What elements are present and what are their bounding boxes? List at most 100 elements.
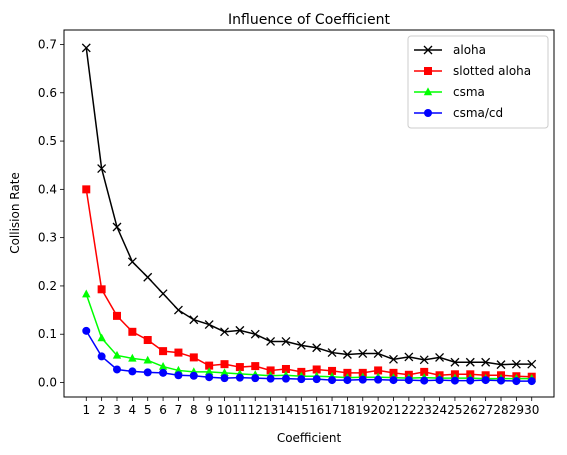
x-marker xyxy=(511,359,521,369)
x-marker xyxy=(220,327,229,337)
y-axis-label: Collision Rate xyxy=(8,172,22,254)
y-tick-label: 0.6 xyxy=(38,86,57,100)
circle-marker xyxy=(424,109,432,117)
x-tick-label: 28 xyxy=(493,403,508,417)
square-marker xyxy=(97,285,106,294)
x-tick-label: 24 xyxy=(432,403,447,417)
x-marker xyxy=(373,349,383,358)
x-marker-stroke xyxy=(511,359,521,369)
plot-area-frame xyxy=(63,29,555,398)
circle-marker xyxy=(97,352,106,361)
triangle-marker xyxy=(204,367,214,376)
x-marker-stroke xyxy=(423,45,433,55)
x-marker-stroke xyxy=(143,272,153,282)
x-marker xyxy=(173,305,183,315)
circle-marker xyxy=(281,374,290,383)
x-tick-label: 25 xyxy=(447,403,462,417)
x-marker xyxy=(358,349,368,358)
x-marker-stroke xyxy=(358,349,368,358)
x-marker xyxy=(419,355,429,365)
square-marker xyxy=(128,327,137,336)
x-marker-stroke xyxy=(327,348,337,358)
x-axis: 1 2 3 4 5 6 7 8 9 10 11 12 13 14 15 16 17 18 19 20 21 22 23 24 2… xyxy=(82,397,539,417)
circle-marker xyxy=(435,376,444,385)
square-marker xyxy=(281,364,290,373)
circle-marker xyxy=(189,371,198,380)
circle-marker xyxy=(404,376,413,385)
square-marker xyxy=(82,185,91,194)
x-marker-stroke xyxy=(112,222,122,232)
x-tick-label: 19 xyxy=(355,403,370,417)
x-marker xyxy=(527,359,537,369)
x-marker xyxy=(423,45,433,55)
y-tick-label: 0.0 xyxy=(38,376,57,390)
y-axis: 0.0 0.1 0.2 0.3 0.4 0.5 0.6 0.7 xyxy=(38,37,64,390)
circle-marker xyxy=(112,365,121,374)
x-marker xyxy=(481,357,491,367)
x-marker xyxy=(143,272,153,282)
circle-marker xyxy=(389,376,398,385)
x-tick-label: 14 xyxy=(278,403,293,417)
x-tick-label: 22 xyxy=(401,403,416,417)
circle-marker xyxy=(82,326,91,335)
legend-item: csma xyxy=(414,85,485,99)
x-marker xyxy=(250,329,260,339)
circle-marker xyxy=(235,373,244,382)
x-tick-label: 11 xyxy=(232,403,247,417)
square-marker xyxy=(266,366,275,375)
square-marker xyxy=(328,366,337,375)
x-marker xyxy=(266,337,276,346)
y-tick-label: 0.4 xyxy=(38,182,57,196)
triangle-marker xyxy=(158,361,168,370)
x-marker xyxy=(204,320,214,330)
square-marker xyxy=(235,363,244,372)
circle-marker xyxy=(205,373,214,382)
x-marker-stroke xyxy=(189,315,199,325)
x-marker-stroke xyxy=(235,325,245,335)
y-tick-label: 0.3 xyxy=(38,231,57,245)
x-marker-stroke xyxy=(312,343,322,353)
circle-marker xyxy=(512,377,521,386)
series-line xyxy=(85,330,532,382)
y-tick-label: 0.7 xyxy=(38,37,57,51)
series-csma xyxy=(82,289,536,382)
y-tick-label: 0.1 xyxy=(38,327,57,341)
triangle-marker xyxy=(82,289,91,298)
x-axis-label: Coefficient xyxy=(277,431,342,445)
x-marker xyxy=(327,348,337,358)
circle-marker xyxy=(174,371,183,380)
circle-marker xyxy=(312,375,321,384)
triangle-marker xyxy=(128,353,137,362)
x-marker-stroke xyxy=(281,337,291,346)
series-aloha xyxy=(81,43,537,370)
x-marker xyxy=(342,350,352,359)
x-marker-stroke xyxy=(481,357,491,367)
x-marker xyxy=(81,43,91,53)
legend-item: slotted aloha xyxy=(414,64,531,78)
legend-item: csma/cd xyxy=(414,106,503,120)
square-marker xyxy=(220,360,229,369)
circle-marker xyxy=(450,376,459,385)
x-marker xyxy=(389,354,398,364)
x-marker-stroke xyxy=(296,340,306,350)
x-tick-label: 6 xyxy=(159,403,167,417)
circle-marker xyxy=(527,377,536,386)
x-marker-stroke xyxy=(435,352,445,362)
x-tick-label: 9 xyxy=(205,403,213,417)
x-marker-stroke xyxy=(419,355,429,365)
x-marker xyxy=(450,357,460,367)
circle-marker xyxy=(358,375,367,384)
legend-label: aloha xyxy=(453,43,486,57)
x-marker-stroke xyxy=(220,327,229,337)
square-marker xyxy=(159,347,168,356)
x-marker-stroke xyxy=(127,257,137,267)
x-marker-stroke xyxy=(97,164,107,174)
circle-marker xyxy=(251,374,260,383)
x-marker-stroke xyxy=(250,329,260,339)
x-tick-label: 13 xyxy=(263,403,278,417)
x-tick-label: 17 xyxy=(324,403,339,417)
x-marker-stroke xyxy=(527,359,537,369)
x-tick-label: 30 xyxy=(524,403,539,417)
circle-marker xyxy=(159,368,168,377)
x-marker-stroke xyxy=(204,320,214,330)
